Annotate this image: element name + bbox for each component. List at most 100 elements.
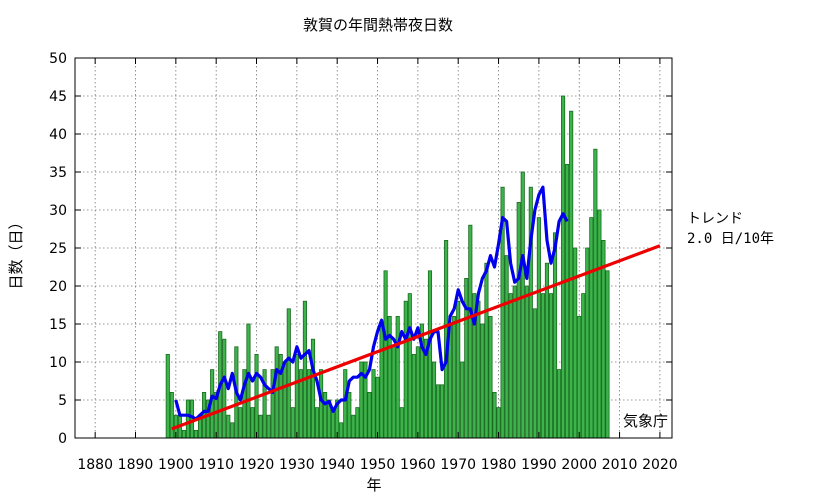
- x-tick-label: 1960: [400, 457, 436, 473]
- bar: [282, 361, 287, 439]
- moving-average-line: [174, 185, 569, 421]
- y-tick-label: 50: [49, 51, 67, 67]
- bar: [524, 285, 529, 439]
- x-tick-label: 1880: [77, 457, 113, 473]
- trend-label: トレンド: [687, 211, 743, 227]
- bar: [460, 361, 465, 439]
- x-tick-label: 1940: [319, 457, 355, 473]
- bar: [431, 361, 437, 439]
- bar: [435, 384, 441, 439]
- x-tick-label: 1920: [239, 457, 275, 473]
- x-tick-label: 1890: [118, 457, 154, 473]
- bar: [185, 399, 190, 439]
- bar: [605, 270, 610, 439]
- bar: [347, 391, 352, 439]
- bar: [274, 346, 279, 439]
- x-tick-label: 2010: [602, 457, 638, 473]
- x-tick-labels: 1880 1890 1900 1910 1920 1930 1940 1950 1960 1970…: [77, 457, 677, 473]
- y-tick-label: 15: [49, 317, 67, 333]
- y-tick-label: 20: [49, 279, 67, 295]
- bar: [520, 171, 525, 439]
- y-tick-label: 40: [49, 127, 67, 143]
- bar: [290, 407, 295, 439]
- bar: [181, 429, 186, 439]
- x-axis-label: 年: [366, 476, 381, 494]
- y-tick-label: 45: [49, 89, 67, 105]
- y-tick-label: 10: [49, 355, 67, 371]
- bar: [565, 163, 570, 439]
- y-axis-label: 日数（日）: [7, 214, 25, 289]
- bar: [399, 407, 404, 439]
- bar: [589, 217, 594, 439]
- bar: [552, 232, 558, 439]
- bar: [440, 384, 445, 439]
- bar: [286, 308, 291, 439]
- x-tick-label: 1950: [360, 457, 396, 473]
- bar: [504, 255, 509, 439]
- bar: [258, 414, 263, 439]
- trend-line: [171, 244, 661, 431]
- bar: [411, 353, 416, 439]
- bar: [395, 315, 400, 439]
- y-tick-label: 30: [49, 203, 67, 219]
- x-tick-label: 1990: [521, 457, 557, 473]
- bar: [238, 407, 243, 439]
- bar: [532, 308, 537, 439]
- bar: [343, 369, 348, 439]
- bar: [226, 414, 231, 439]
- bar: [169, 391, 174, 439]
- bar: [371, 369, 376, 439]
- bar-series: [165, 95, 610, 439]
- bar: [548, 293, 554, 439]
- bar: [415, 346, 420, 439]
- bar: [577, 315, 582, 439]
- bar: [375, 376, 380, 439]
- x-tick-label: 1910: [198, 457, 234, 473]
- bar: [536, 217, 541, 439]
- bar: [557, 369, 562, 439]
- bar: [407, 293, 412, 439]
- bar: [383, 270, 388, 439]
- bar: [310, 338, 316, 439]
- bar: [464, 277, 469, 439]
- x-tick-label: 1900: [158, 457, 194, 473]
- trend-value: 2.0 日/10年: [687, 231, 774, 247]
- bar: [508, 293, 513, 439]
- bar: [339, 422, 344, 439]
- x-tick-label: 2000: [561, 457, 597, 473]
- y-tick-label: 25: [49, 241, 67, 257]
- bar: [561, 95, 566, 439]
- bar: [593, 148, 598, 439]
- bar: [427, 270, 433, 439]
- bar: [492, 391, 497, 439]
- bar: [452, 315, 457, 439]
- y-tick-label: 35: [49, 165, 67, 181]
- bar: [222, 338, 227, 439]
- bar: [540, 293, 545, 439]
- bar: [569, 110, 574, 439]
- bar: [323, 391, 328, 439]
- bar: [230, 422, 235, 439]
- bar: [302, 300, 307, 439]
- bar: [468, 224, 473, 439]
- x-tick-label: 1970: [440, 457, 476, 473]
- bar: [403, 300, 408, 439]
- bar: [581, 293, 586, 439]
- bar: [585, 247, 590, 439]
- x-tick-label: 2020: [642, 457, 678, 473]
- source-label: 気象庁: [623, 412, 668, 430]
- bar: [488, 315, 493, 439]
- y-tick-label: 5: [58, 393, 67, 409]
- bar: [294, 353, 299, 439]
- bar: [165, 353, 170, 439]
- bar: [306, 369, 312, 439]
- x-tick-label: 1930: [279, 457, 315, 473]
- bar: [476, 300, 481, 439]
- bar: [391, 346, 396, 439]
- bar: [193, 429, 199, 439]
- bar: [319, 369, 324, 439]
- bar: [597, 209, 602, 439]
- bar: [355, 407, 360, 439]
- bar: [351, 414, 356, 439]
